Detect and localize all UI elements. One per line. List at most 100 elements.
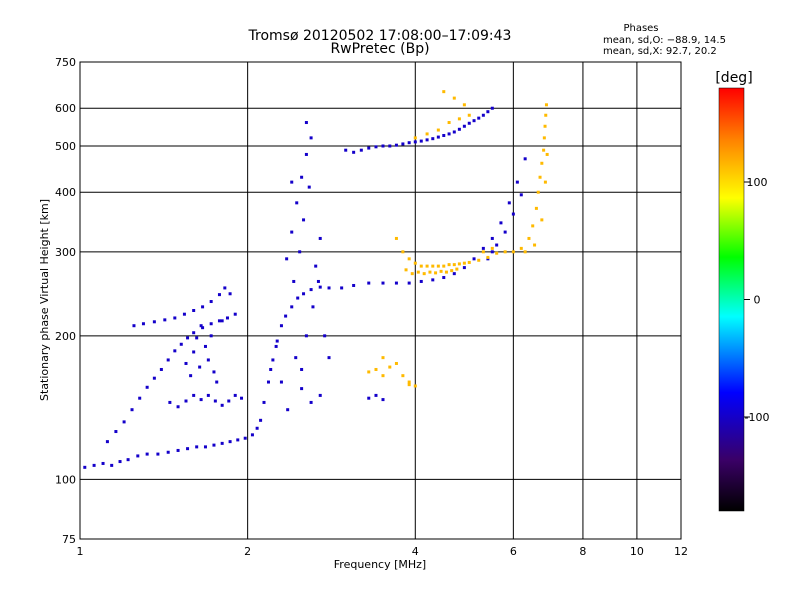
o-mode-point [192, 350, 196, 354]
o-mode-point [477, 116, 481, 120]
o-mode-point [173, 349, 177, 353]
o-mode-point [318, 236, 322, 240]
o-mode-point [318, 393, 322, 397]
o-mode-point [192, 331, 196, 335]
x-mode-point [410, 272, 414, 276]
stats-line-o: mean, sd,O: −88.9, 14.5 [603, 35, 726, 46]
x-mode-point [544, 113, 548, 117]
x-mode-point [544, 103, 548, 107]
x-mode-point [457, 117, 461, 121]
o-mode-point [292, 279, 296, 283]
o-mode-point [217, 319, 221, 323]
x-mode-point [534, 206, 538, 210]
x-mode-point [545, 152, 549, 156]
o-mode-point [290, 180, 294, 184]
x-mode-point [436, 128, 440, 132]
o-mode-point [452, 130, 456, 134]
o-mode-point [481, 246, 485, 250]
x-mode-point [401, 374, 405, 378]
chart-subtitle: RwPretec (Bp) [330, 41, 429, 57]
o-mode-point [442, 133, 446, 137]
o-mode-point [266, 380, 270, 384]
o-mode-point [132, 324, 136, 328]
o-mode-point [394, 281, 398, 285]
o-mode-point [114, 430, 118, 434]
x-mode-point [536, 190, 540, 194]
o-mode-point [250, 433, 254, 437]
x-mode-point [367, 370, 371, 374]
stats-line-x: mean, sd,X: 92.7, 20.2 [603, 46, 717, 57]
o-mode-point [309, 288, 313, 292]
o-mode-point [340, 286, 344, 290]
o-mode-point [490, 236, 494, 240]
x-mode-point [503, 250, 507, 254]
o-mode-point [220, 319, 224, 323]
o-mode-point [269, 367, 273, 371]
x-axis-label: Frequency [MHz] [334, 558, 426, 571]
x-mode-point [407, 380, 411, 384]
x-mode-point [490, 246, 494, 250]
o-mode-point [189, 374, 193, 378]
o-mode-point [217, 293, 221, 297]
o-mode-point [519, 193, 523, 197]
o-mode-point [225, 316, 229, 320]
x-mode-point [388, 365, 392, 369]
y-tick-label: 750 [55, 56, 76, 69]
x-mode-point [444, 270, 448, 274]
x-mode-point [434, 271, 438, 275]
o-mode-point [141, 322, 145, 326]
o-mode-point [381, 398, 385, 402]
x-mode-point [442, 264, 446, 268]
x-tick-labels: 1 2 4 6 8 10 12 [77, 545, 689, 558]
x-mode-point [533, 243, 537, 247]
o-mode-point [212, 370, 216, 374]
o-mode-point [118, 460, 122, 464]
o-mode-point [327, 286, 331, 290]
o-mode-point [192, 308, 196, 312]
o-mode-point [284, 314, 288, 318]
y-axis-label: Stationary phase Virtual Height [km] [38, 199, 51, 401]
x-mode-point [439, 269, 443, 273]
o-mode-point [311, 305, 315, 309]
o-mode-point [223, 286, 227, 290]
o-mode-point [220, 441, 224, 445]
o-mode-point [367, 146, 371, 150]
o-mode-point [374, 145, 378, 149]
o-mode-point [300, 387, 304, 391]
colorbar-tick-label: 0 [754, 294, 761, 307]
o-mode-point [302, 218, 306, 222]
o-mode-point [255, 426, 259, 430]
o-mode-point [294, 356, 298, 360]
x-mode-point [413, 136, 417, 140]
x-mode-point [442, 90, 446, 94]
x-mode-point [467, 113, 471, 117]
o-mode-point [401, 142, 405, 146]
o-mode-point [431, 278, 435, 282]
x-mode-point [404, 268, 408, 272]
o-mode-point [220, 403, 224, 407]
o-mode-point [419, 139, 423, 143]
o-mode-point [203, 344, 207, 348]
o-mode-point [176, 405, 180, 409]
x-mode-point [419, 264, 423, 268]
o-mode-point [213, 399, 217, 403]
x-mode-point [462, 261, 466, 265]
x-mode-point [486, 255, 490, 259]
o-mode-point [318, 285, 322, 289]
o-mode-point [228, 292, 232, 296]
x-mode-point [381, 374, 385, 378]
o-mode-point [199, 324, 203, 328]
o-mode-point [316, 279, 320, 283]
o-mode-point [243, 436, 247, 440]
x-mode-point [447, 263, 451, 267]
o-mode-point [442, 276, 446, 280]
o-mode-point [201, 326, 205, 330]
o-mode-point [511, 212, 515, 216]
o-mode-point [271, 358, 275, 362]
o-mode-point [515, 180, 519, 184]
o-mode-point [302, 292, 306, 296]
x-mode-point [428, 270, 432, 274]
o-mode-point [145, 385, 149, 389]
o-mode-point [209, 334, 213, 338]
